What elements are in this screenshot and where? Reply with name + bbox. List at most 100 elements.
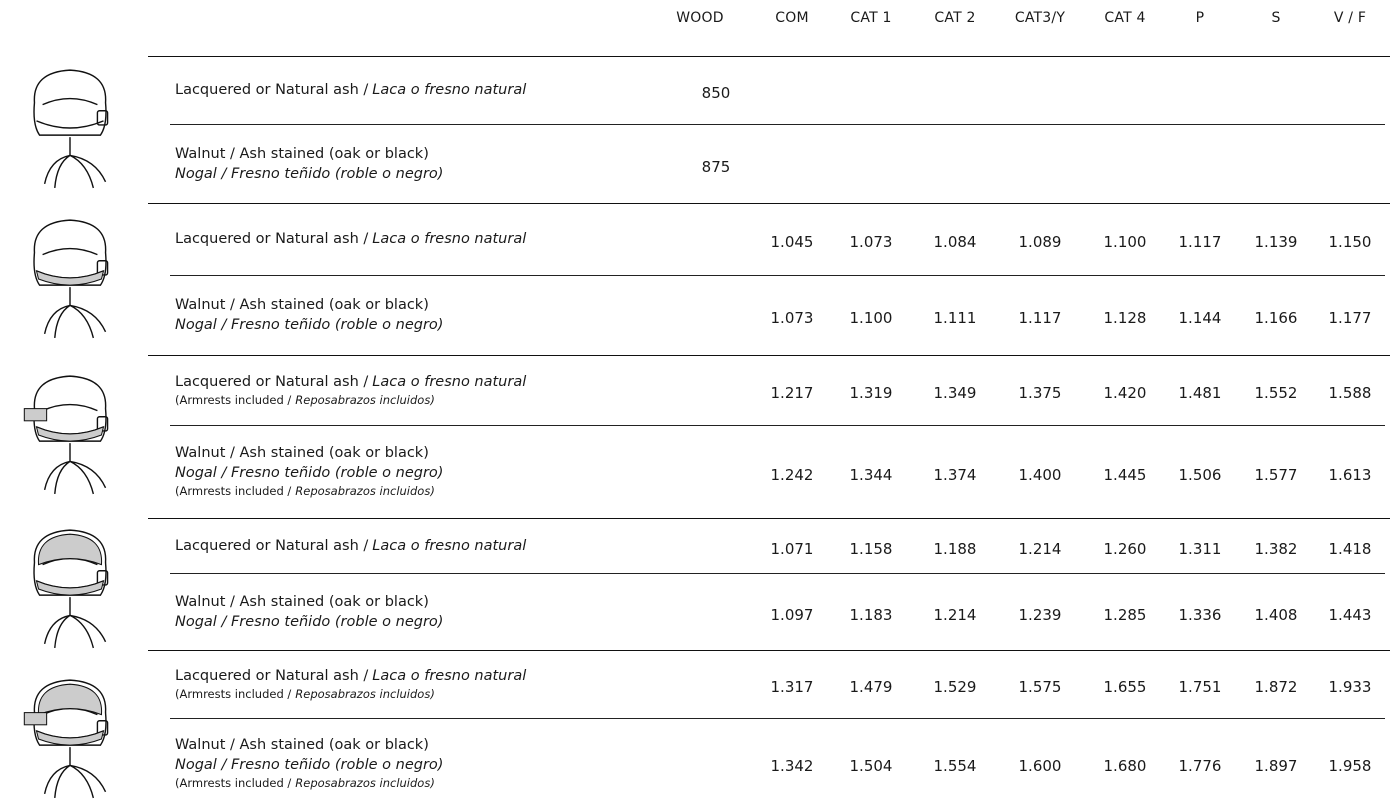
price: 1.349 <box>933 384 977 402</box>
english-line: Walnut / Ash stained (oak or black) <box>175 593 429 610</box>
price: 875 <box>701 157 731 176</box>
english-text: Lacquered or Natural ash / <box>175 373 369 390</box>
price: 1.217 <box>770 384 814 402</box>
price: 1.097 <box>770 605 814 624</box>
description: Lacquered or Natural ash / Laca o fresno … <box>175 355 526 425</box>
price: 1.374 <box>933 465 977 484</box>
price: 1.400 <box>1018 465 1062 484</box>
description: Walnut / Ash stained (oak or black) Nogal… <box>175 275 443 355</box>
column-header: CAT 4 <box>1104 10 1146 26</box>
english-text: Lacquered or Natural ash / <box>175 82 369 98</box>
column-header: CAT3/Y <box>1014 10 1066 26</box>
price: 1.751 <box>1178 678 1222 696</box>
english-text: Lacquered or Natural ash / <box>175 537 369 554</box>
english-line: Walnut / Ash stained (oak or black) <box>175 445 429 461</box>
description: Lacquered or Natural ash / Laca o fresno … <box>175 518 526 573</box>
description-line: Lacquered or Natural ash / Laca o fresno … <box>175 536 526 556</box>
price: 1.872 <box>1254 678 1298 696</box>
description: Walnut / Ash stained (oak or black) Nogal… <box>175 573 443 650</box>
description: Lacquered or Natural ash / Laca o fresno … <box>175 650 526 718</box>
price: 1.166 <box>1254 309 1298 327</box>
description: Walnut / Ash stained (oak or black) Nogal… <box>175 124 443 203</box>
price: 1.311 <box>1178 539 1222 558</box>
price: 1.177 <box>1328 309 1372 327</box>
price: 1.319 <box>849 384 893 402</box>
price: 1.117 <box>1018 309 1062 327</box>
price: 1.150 <box>1328 233 1372 251</box>
description-line: Lacquered or Natural ash / Laca o fresno … <box>175 372 526 392</box>
price: 1.336 <box>1178 605 1222 624</box>
english-text: Lacquered or Natural ash / <box>175 667 369 684</box>
row-rule <box>170 718 1385 719</box>
price: 1.575 <box>1018 678 1062 696</box>
price: 1.239 <box>1018 605 1062 624</box>
note: (Armrests included / Reposabrazos incluid… <box>175 392 526 409</box>
spanish-text: Laca o fresno natural <box>372 231 527 247</box>
price: 1.933 <box>1328 678 1372 696</box>
column-header: P <box>1195 10 1205 26</box>
description: Walnut / Ash stained (oak or black) Nogal… <box>175 425 443 518</box>
spanish-text: Laca o fresno natural <box>372 82 527 98</box>
group-rule <box>148 203 1390 204</box>
price: 1.260 <box>1103 539 1147 558</box>
price: 1.342 <box>770 757 814 775</box>
description-line: Lacquered or Natural ash / Laca o fresno … <box>175 229 526 249</box>
price: 1.111 <box>933 309 977 327</box>
price: 1.382 <box>1254 539 1298 558</box>
spanish-line: Nogal / Fresno teñido (roble o negro) <box>175 756 444 773</box>
chair-icon <box>23 375 109 495</box>
column-header: COM <box>775 10 809 26</box>
spanish-line: Nogal / Fresno teñido (roble o negro) <box>175 317 444 333</box>
price: 1.144 <box>1178 309 1222 327</box>
row-rule <box>170 573 1385 574</box>
price: 1.529 <box>933 678 977 696</box>
price: 1.071 <box>770 539 814 558</box>
spanish-text: Laca o fresno natural <box>372 537 527 554</box>
price: 1.188 <box>933 539 977 558</box>
column-header: CAT 1 <box>850 10 892 26</box>
price: 1.481 <box>1178 384 1222 402</box>
price: 1.445 <box>1103 465 1147 484</box>
group-rule <box>148 650 1390 651</box>
price: 850 <box>701 84 731 102</box>
chair-icon <box>33 529 109 649</box>
price: 1.089 <box>1018 233 1062 251</box>
english-line: Walnut / Ash stained (oak or black) <box>175 145 429 162</box>
note: (Armrests included / Reposabrazos incluid… <box>175 483 443 500</box>
price: 1.504 <box>849 757 893 775</box>
note-english: (Armrests included / <box>175 392 292 407</box>
row-rule <box>170 425 1385 426</box>
price: 1.420 <box>1103 384 1147 402</box>
description-line: Lacquered or Natural ash / Laca o fresno … <box>175 666 526 686</box>
description-line: Lacquered or Natural ash / Laca o fresno … <box>175 80 526 100</box>
english-line: Walnut / Ash stained (oak or black) <box>175 736 429 753</box>
price: 1.600 <box>1018 757 1062 775</box>
spanish-line: Nogal / Fresno teñido (roble o negro) <box>175 465 444 481</box>
price: 1.084 <box>933 233 977 251</box>
price: 1.655 <box>1103 678 1147 696</box>
price: 1.100 <box>849 309 893 327</box>
row-rule <box>170 275 1385 276</box>
price: 1.183 <box>849 605 893 624</box>
price: 1.588 <box>1328 384 1372 402</box>
note-english: (Armrests included / <box>175 686 292 701</box>
group-rule <box>148 355 1390 356</box>
note-spanish: Reposabrazos incluidos) <box>295 484 435 498</box>
note-english: (Armrests included / <box>175 775 292 790</box>
spanish-text: Laca o fresno natural <box>372 373 527 390</box>
price: 1.443 <box>1328 605 1372 624</box>
group-rule <box>148 56 1390 57</box>
chair-icon <box>33 69 109 189</box>
price: 1.073 <box>770 309 814 327</box>
price: 1.317 <box>770 678 814 696</box>
english-line: Walnut / Ash stained (oak or black) <box>175 297 429 313</box>
price: 1.214 <box>1018 539 1062 558</box>
note-spanish: Reposabrazos incluidos) <box>295 392 435 407</box>
price: 1.139 <box>1254 233 1298 251</box>
price: 1.897 <box>1254 757 1298 775</box>
price: 1.613 <box>1328 465 1372 484</box>
price: 1.506 <box>1178 465 1222 484</box>
note: (Armrests included / Reposabrazos incluid… <box>175 775 443 792</box>
